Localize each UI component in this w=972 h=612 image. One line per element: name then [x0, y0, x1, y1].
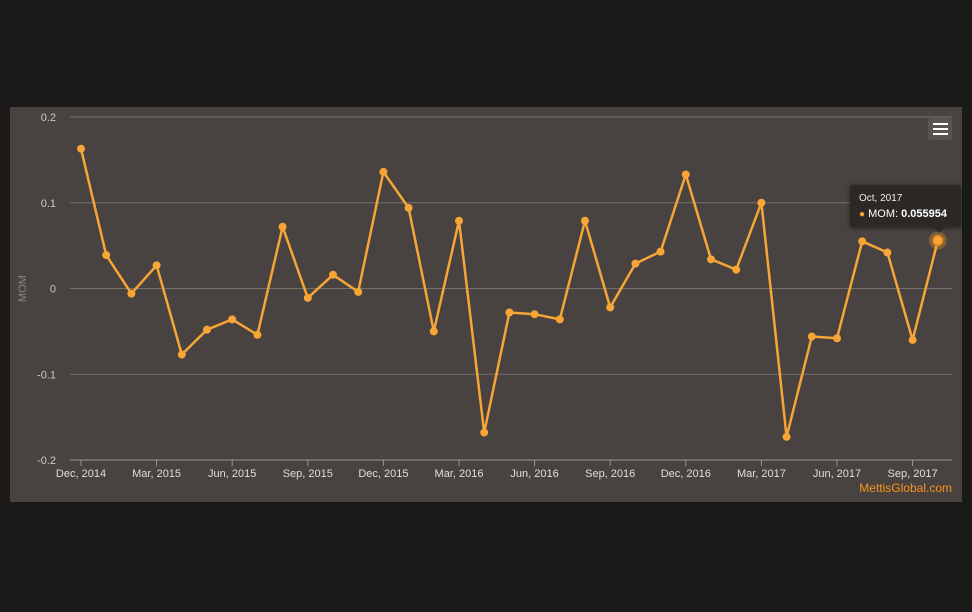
data-point[interactable] [77, 144, 85, 153]
data-point[interactable] [656, 247, 665, 256]
data-point[interactable] [707, 255, 715, 264]
x-tick-label: Sep, 2017 [888, 468, 938, 480]
x-tick-label: Dec, 2014 [56, 468, 106, 480]
series-line-mom [79, 148, 940, 439]
x-tick-label: Mar, 2015 [132, 468, 181, 480]
x-tick-label: Dec, 2016 [661, 468, 711, 480]
tooltip-bullet-icon: ● [859, 209, 866, 220]
menu-icon-bar [932, 133, 948, 135]
x-tick-label: Sep, 2016 [585, 468, 635, 480]
y-tick-label: 0.2 [41, 112, 56, 124]
x-tick-label: Jun, 2015 [208, 468, 256, 480]
x-tick-label: Jun, 2016 [510, 468, 558, 480]
grid-layer [70, 116, 952, 461]
menu-icon-bar [932, 123, 948, 125]
x-tick-label: Jun, 2017 [813, 468, 861, 480]
chart-svg: 0.2 0.1 0 -0.1 -0.2 Dec, 2014 Mar, 2015 Jun, 2… [17, 112, 952, 480]
tooltip-row: ● MOM: 0.055954 [859, 208, 961, 220]
tooltip-date: Oct, 2017 [859, 193, 903, 204]
tooltip: Oct, 2017 ● MOM: 0.055954 [850, 185, 961, 227]
data-point[interactable] [379, 167, 388, 176]
data-point[interactable] [228, 315, 237, 324]
credit-link[interactable]: MettisGlobal.com [859, 481, 952, 495]
data-point[interactable] [883, 248, 892, 257]
data-point[interactable] [807, 332, 816, 341]
y-tick-label: -0.1 [37, 369, 56, 381]
data-point[interactable] [681, 170, 690, 179]
tooltip-series-label: MOM: [868, 208, 899, 220]
x-tick-label: Dec, 2015 [358, 468, 408, 480]
data-point[interactable] [631, 259, 640, 268]
data-point[interactable] [429, 327, 438, 336]
chart-menu-button[interactable] [928, 118, 952, 140]
y-axis-title: MOM [17, 275, 29, 302]
data-point[interactable] [858, 237, 867, 246]
data-points[interactable] [77, 144, 947, 441]
data-point[interactable] [455, 216, 463, 225]
data-point[interactable] [177, 350, 186, 359]
x-tick-label: Sep, 2015 [283, 468, 333, 480]
tooltip-value: 0.055954 [901, 208, 948, 220]
tooltip-arrow [933, 227, 945, 233]
data-point[interactable] [354, 287, 363, 296]
data-point[interactable] [757, 198, 766, 207]
menu-icon-bar [932, 128, 948, 130]
data-point[interactable] [329, 270, 337, 279]
data-point[interactable] [203, 325, 211, 334]
data-point[interactable] [253, 330, 262, 339]
x-tick-label: Mar, 2017 [737, 468, 786, 480]
data-point[interactable] [102, 251, 111, 260]
y-tick-label: 0.1 [41, 198, 56, 210]
data-point[interactable] [606, 303, 615, 312]
data-point[interactable] [581, 216, 589, 225]
y-axis-ticks: 0.2 0.1 0 -0.1 -0.2 [37, 112, 56, 467]
data-point[interactable] [278, 222, 287, 231]
data-point[interactable] [833, 334, 841, 343]
data-point[interactable] [932, 234, 944, 247]
chart-panel: 0.2 0.1 0 -0.1 -0.2 Dec, 2014 Mar, 2015 Jun, 2… [10, 107, 962, 502]
data-point[interactable] [908, 335, 917, 344]
data-point[interactable] [782, 432, 791, 441]
data-point[interactable] [127, 289, 136, 298]
y-tick-label: -0.2 [37, 455, 56, 467]
x-tick-label: Mar, 2016 [435, 468, 484, 480]
data-point[interactable] [555, 315, 564, 324]
data-point[interactable] [480, 428, 489, 437]
y-tick-label: 0 [50, 284, 56, 296]
data-point[interactable] [303, 293, 312, 302]
data-point[interactable] [732, 265, 741, 274]
data-point[interactable] [404, 203, 413, 212]
data-point[interactable] [152, 261, 161, 270]
x-axis-ticks: Dec, 2014 Mar, 2015 Jun, 2015 Sep, 2015 Dec,… [56, 460, 938, 480]
data-point[interactable] [530, 310, 539, 319]
data-point[interactable] [505, 308, 514, 317]
